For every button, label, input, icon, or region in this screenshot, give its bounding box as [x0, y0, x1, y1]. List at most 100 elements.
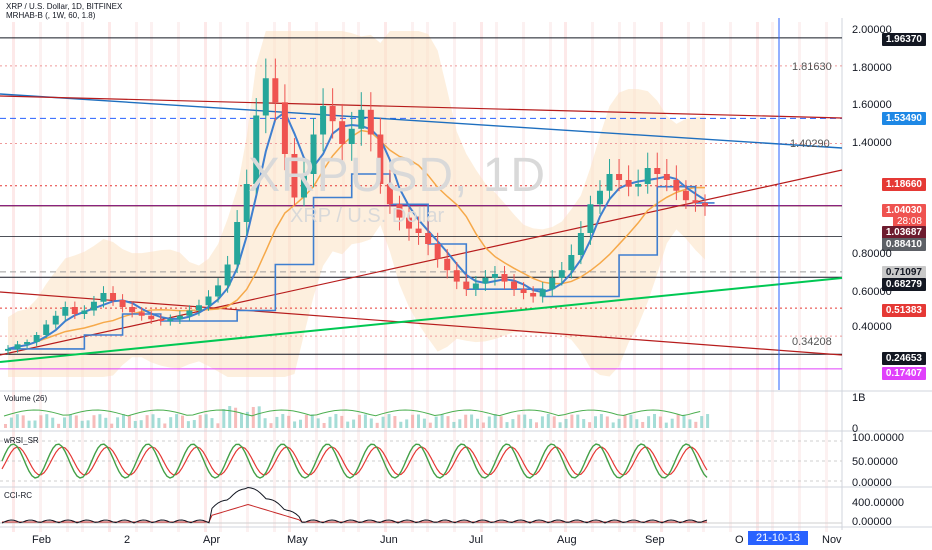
- y-tick-label: 1.80000: [852, 62, 892, 74]
- candle-body: [482, 277, 489, 284]
- volume-bar: [133, 420, 137, 428]
- candle-body: [234, 222, 241, 265]
- volume-bar: [487, 416, 491, 428]
- volume-bar: [529, 418, 533, 428]
- y-tick-label: 0.60000: [852, 286, 892, 298]
- volume-bar: [417, 414, 420, 428]
- price-tag-6: 28:08: [892, 215, 926, 228]
- volume-bar: [440, 414, 444, 428]
- candle-body: [453, 270, 460, 282]
- volume-bar: [617, 418, 621, 428]
- volume-bar: [310, 414, 314, 428]
- volume-bar: [582, 419, 586, 428]
- volume-bar: [192, 420, 196, 428]
- candle-body: [692, 200, 699, 203]
- volume-bar: [670, 418, 674, 428]
- candle-body: [702, 202, 708, 206]
- volume-bar: [664, 422, 668, 428]
- volume-ma-line: [3, 409, 701, 417]
- volume-bar: [599, 414, 603, 428]
- volume-bar: [328, 416, 332, 428]
- candle-body: [511, 281, 518, 290]
- y-tick-label: 0.80000: [852, 248, 892, 260]
- indicator-legend[interactable]: MRHAB-B (, 1W, 60, 1.8): [6, 11, 96, 20]
- volume-bar: [647, 416, 651, 428]
- volume-bar: [186, 421, 190, 428]
- volume-bar: [405, 419, 409, 428]
- candle-body: [62, 307, 69, 316]
- volume-bar: [110, 423, 114, 428]
- candle-body: [415, 228, 422, 233]
- volume-bar: [375, 422, 379, 428]
- price-tag-10: 0.68279: [881, 278, 926, 291]
- volume-bar: [387, 414, 391, 428]
- y-tick-label: 2.00000: [852, 24, 892, 36]
- candle-body: [682, 190, 689, 201]
- rsi-panel-label[interactable]: wRSI_SR: [4, 436, 39, 445]
- volume-bar: [340, 415, 344, 428]
- price-tag-0: 1.96370: [881, 33, 926, 46]
- volume-bar: [122, 414, 125, 428]
- cci-panel-label[interactable]: CCI-RC: [4, 491, 32, 500]
- volume-bar: [352, 419, 356, 428]
- volume-bar: [570, 414, 574, 428]
- volume-bar: [458, 419, 462, 428]
- candle-body: [644, 168, 651, 184]
- volume-bar: [157, 417, 161, 428]
- volume-bar: [635, 419, 639, 428]
- volume-bar: [535, 422, 538, 428]
- volume-bar: [517, 414, 521, 428]
- volume-bar: [68, 414, 72, 428]
- cci-tick-0: 0.00000: [852, 516, 892, 528]
- candle-body: [386, 184, 393, 205]
- trend-line-blue: [0, 93, 843, 149]
- cci-line: [1, 487, 708, 524]
- volume-bar: [240, 413, 243, 428]
- candle-body: [606, 174, 613, 191]
- candle-body: [90, 301, 97, 311]
- y-tick-label: 1.60000: [852, 99, 892, 111]
- volume-bar: [257, 406, 261, 428]
- candle-body: [224, 264, 231, 286]
- price-tag-8: 0.88410: [881, 238, 926, 251]
- candle-body: [568, 255, 575, 271]
- volume-bar: [641, 421, 645, 428]
- x-label-2: 2: [124, 534, 131, 546]
- candle-body: [215, 285, 222, 297]
- cci-signal-line: [2, 503, 707, 523]
- volume-bar: [523, 414, 527, 428]
- volume-bar: [658, 416, 662, 428]
- moving-average-slow: [7, 129, 706, 350]
- trend-line-red-upper: [0, 95, 843, 119]
- trend-line-green: [0, 277, 843, 363]
- volume-bar: [422, 418, 426, 428]
- volume-bar: [481, 422, 485, 428]
- volume-bar: [210, 418, 214, 428]
- price-tag-14: 0.17407: [881, 367, 926, 380]
- volume-bar: [688, 419, 692, 428]
- volume-bar: [163, 423, 167, 428]
- volume-bar: [299, 419, 302, 428]
- candle-body: [186, 310, 193, 316]
- volume-panel-label[interactable]: Volume (26): [4, 394, 48, 403]
- candle-body: [243, 184, 250, 222]
- volume-bar: [546, 414, 550, 428]
- candle-body: [81, 310, 88, 314]
- candle-body: [291, 154, 298, 198]
- candle-body: [52, 315, 59, 325]
- candle-body: [24, 342, 31, 345]
- volume-bar: [653, 414, 656, 428]
- volume-bar: [275, 416, 279, 428]
- volume-tick-bottom: 0: [852, 423, 859, 435]
- volume-bar: [39, 415, 43, 428]
- candle-body: [654, 168, 661, 174]
- candle-body: [520, 289, 527, 293]
- volume-bar: [80, 420, 84, 428]
- rsi-tick-100: 100.00000: [852, 432, 904, 444]
- x-label-jul: Jul: [469, 534, 484, 546]
- volume-bar: [334, 414, 338, 428]
- candle-body: [129, 307, 136, 313]
- volume-bar: [151, 414, 155, 428]
- volume-bar: [393, 416, 397, 428]
